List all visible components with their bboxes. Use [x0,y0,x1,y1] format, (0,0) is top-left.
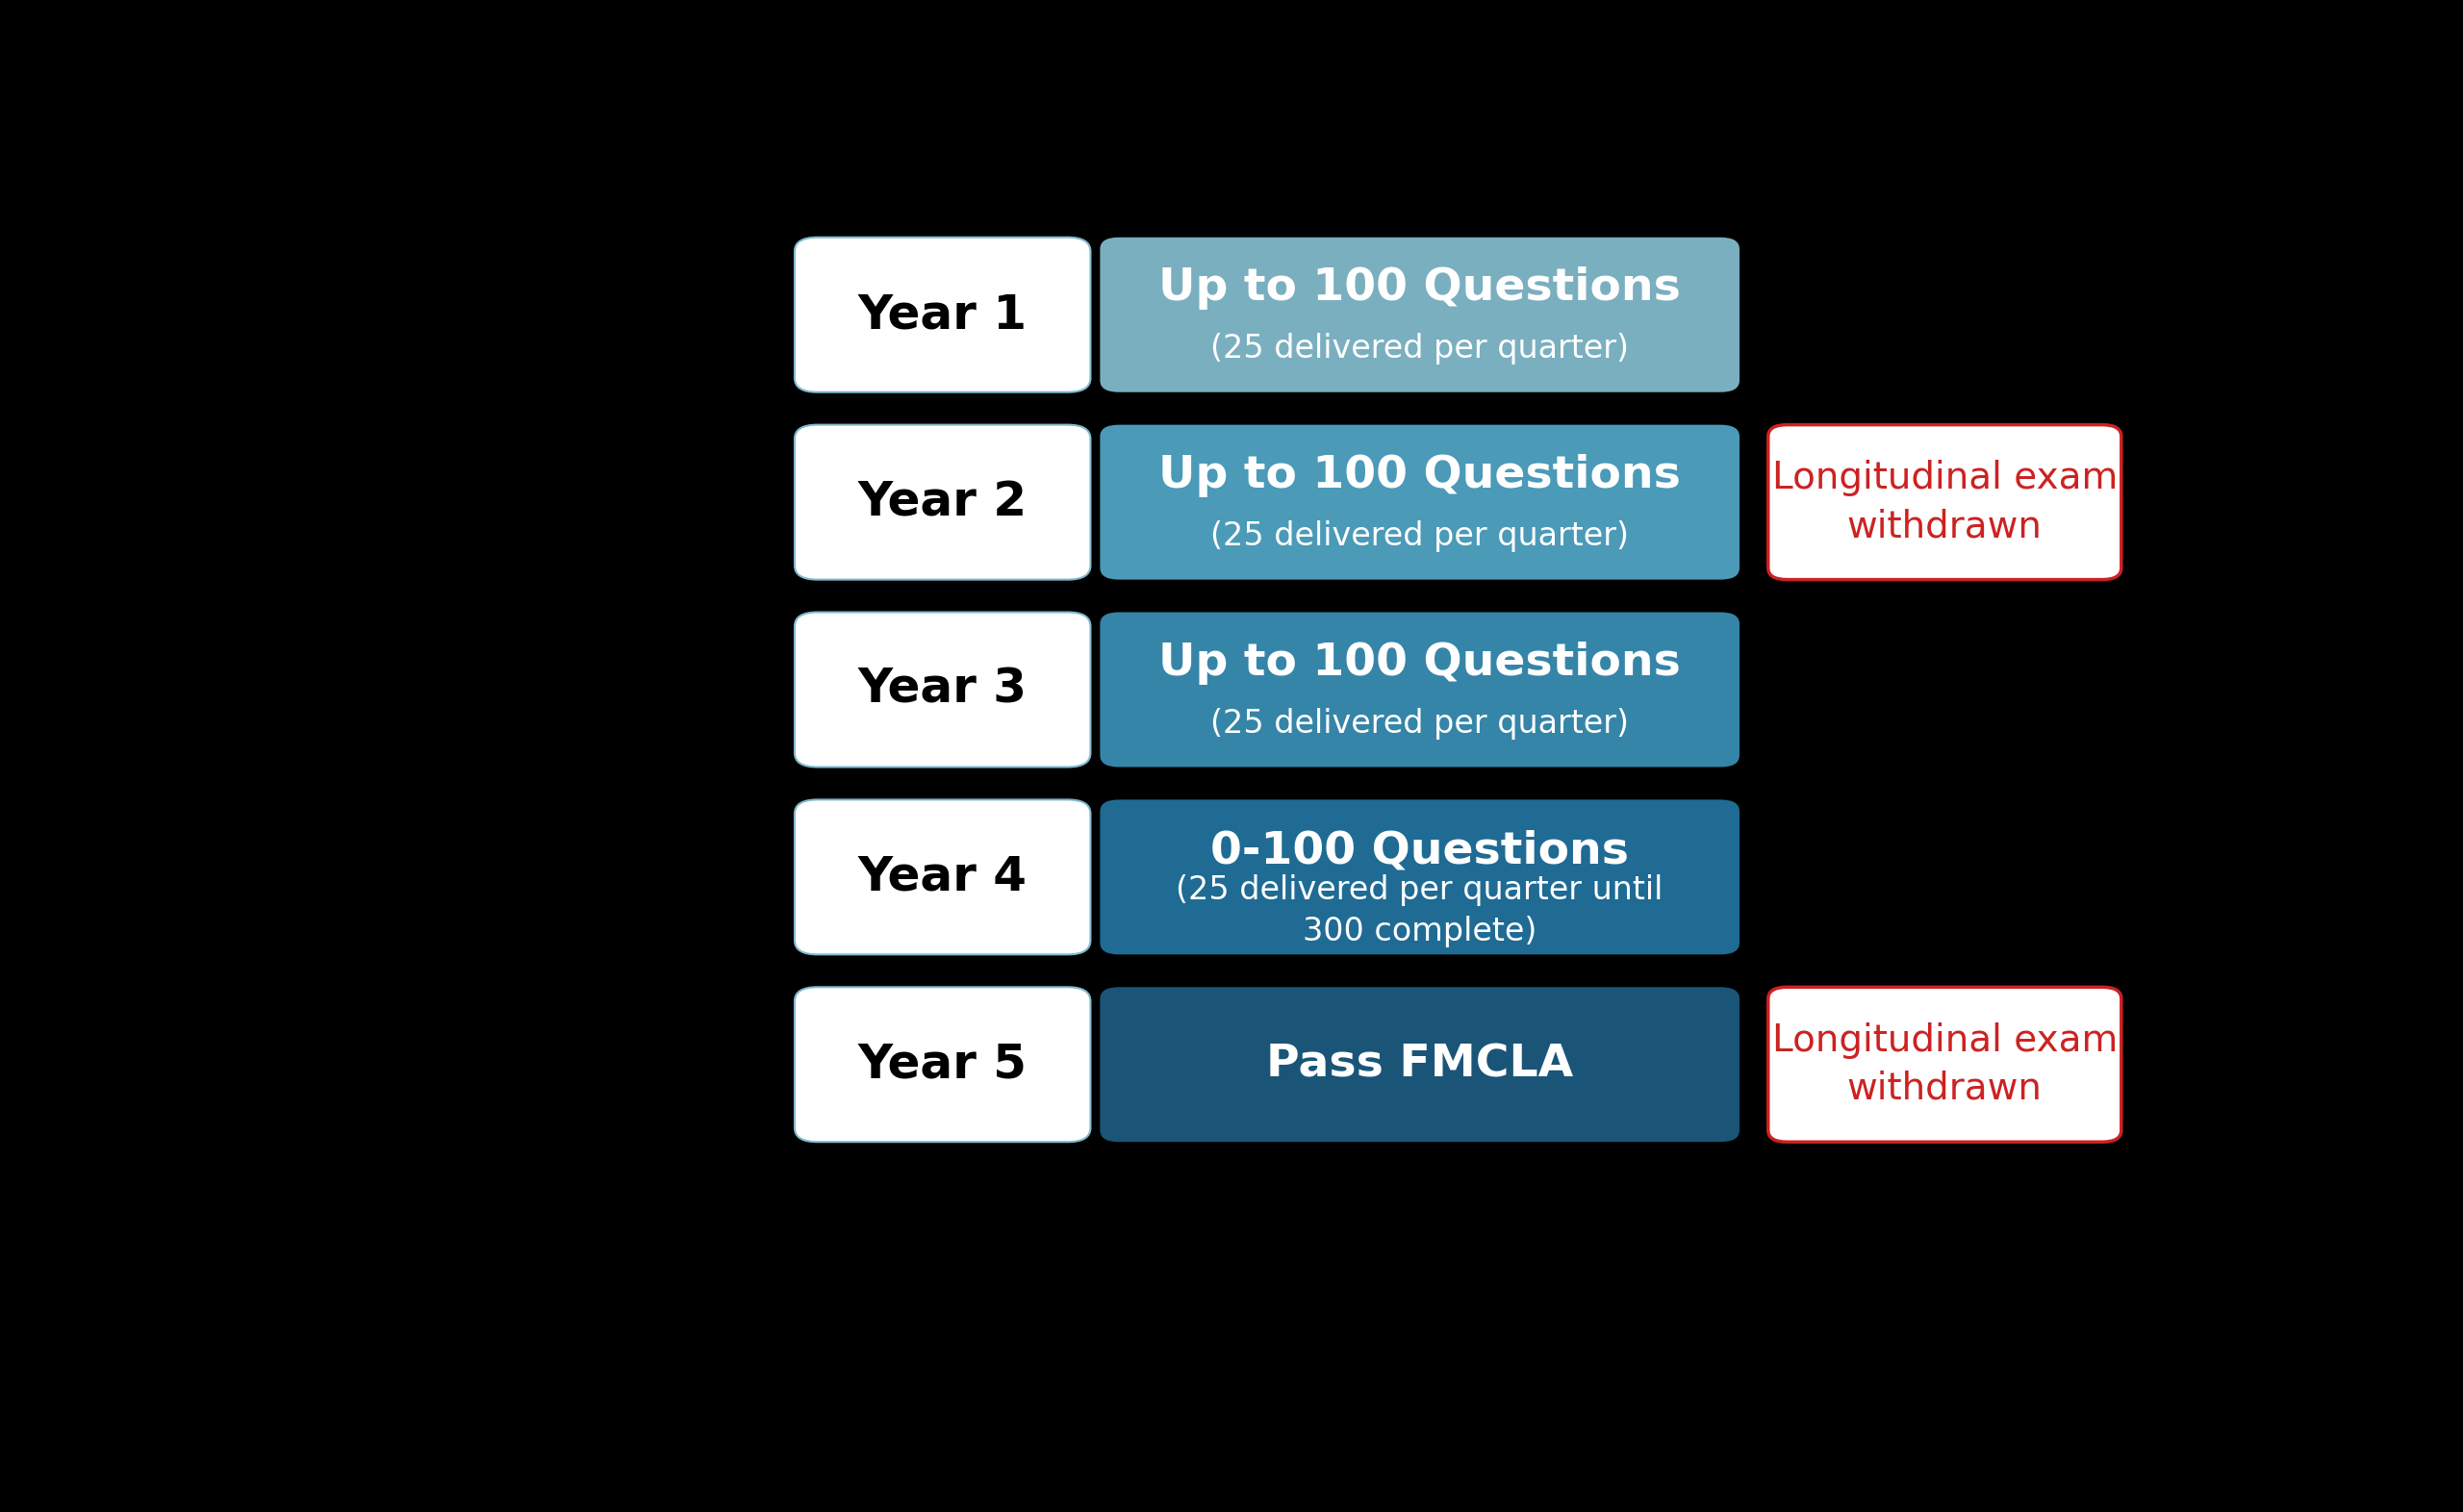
FancyBboxPatch shape [796,425,1091,579]
Text: Longitudinal exam
withdrawn: Longitudinal exam withdrawn [1771,1022,2118,1107]
Text: Up to 100 Questions: Up to 100 Questions [1158,454,1680,497]
FancyBboxPatch shape [796,987,1091,1142]
Text: (25 delivered per quarter until
300 complete): (25 delivered per quarter until 300 comp… [1177,874,1663,948]
FancyBboxPatch shape [1768,425,2121,579]
Text: Up to 100 Questions: Up to 100 Questions [1158,266,1680,310]
Text: Year 3: Year 3 [857,667,1027,712]
Text: Up to 100 Questions: Up to 100 Questions [1158,641,1680,685]
FancyBboxPatch shape [796,237,1091,392]
Text: Year 5: Year 5 [857,1042,1027,1087]
FancyBboxPatch shape [1101,425,1739,579]
Text: 0-100 Questions: 0-100 Questions [1209,829,1628,872]
FancyBboxPatch shape [796,612,1091,767]
Text: (25 delivered per quarter): (25 delivered per quarter) [1209,708,1628,739]
Text: Year 2: Year 2 [857,479,1027,525]
Text: Longitudinal exam
withdrawn: Longitudinal exam withdrawn [1771,460,2118,544]
FancyBboxPatch shape [796,800,1091,954]
Text: Year 1: Year 1 [857,292,1027,337]
Text: Pass FMCLA: Pass FMCLA [1266,1043,1574,1086]
FancyBboxPatch shape [1101,612,1739,767]
Text: (25 delivered per quarter): (25 delivered per quarter) [1209,333,1628,364]
FancyBboxPatch shape [1768,987,2121,1142]
FancyBboxPatch shape [1101,237,1739,392]
FancyBboxPatch shape [1101,800,1739,954]
Text: (25 delivered per quarter): (25 delivered per quarter) [1209,520,1628,552]
FancyBboxPatch shape [1101,987,1739,1142]
Text: Year 4: Year 4 [857,854,1027,900]
